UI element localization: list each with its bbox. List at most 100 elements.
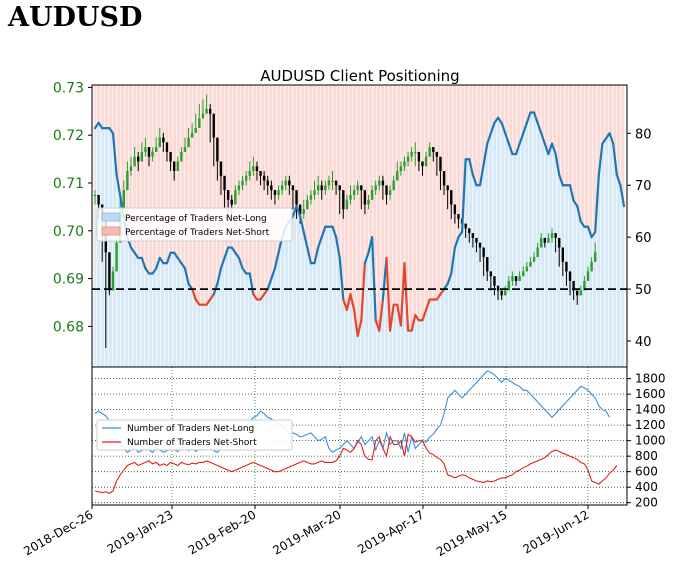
price-candle-body (547, 237, 550, 243)
price-candle-body (586, 271, 590, 281)
right-axis-label: 50 (635, 283, 652, 298)
price-candle-body (154, 147, 158, 152)
net-long-percent-line-segment (385, 256, 392, 332)
net-long-percent-line-segment (460, 158, 467, 234)
price-candle-body (205, 108, 208, 114)
price-candle-body (540, 237, 543, 248)
net-long-percent-line-segment (248, 272, 255, 296)
price-candle-body (496, 285, 500, 291)
price-candle-body (576, 290, 579, 296)
price-candle-body (471, 233, 475, 238)
price-candle-body (223, 175, 226, 191)
price-candle-body (558, 237, 561, 248)
page-title: AUDUSD (8, 2, 143, 33)
price-candle-body (338, 185, 341, 191)
left-axis-label: 0.71 (53, 176, 84, 192)
price-candle-body (201, 113, 205, 119)
price-candle-body (180, 151, 183, 162)
net-long-percent-line-segment (216, 267, 223, 286)
net-long-percent-line-segment (547, 142, 554, 156)
price-candle-body (147, 147, 151, 157)
price-candle-body (514, 276, 518, 281)
price-candle-body (306, 199, 309, 210)
x-axis-label: 2019-Jan-23 (105, 507, 176, 556)
price-candle-body (522, 271, 525, 277)
price-candle-body (187, 137, 190, 148)
net-long-percent-line-segment (331, 225, 338, 239)
price-candle-body (190, 132, 194, 138)
price-candle-body (565, 261, 568, 272)
price-candle-body (248, 171, 251, 176)
net-long-percent-line-segment (594, 173, 600, 234)
net-long-percent-line-segment (536, 121, 543, 135)
x-axis-label: 2019-Mar-20 (270, 507, 343, 557)
price-candle-body (378, 180, 381, 186)
bottom-right-axis-label: 1200 (635, 418, 666, 432)
left-axis-label: 0.68 (53, 319, 84, 335)
legend-label-net-short-percent: Percentage of Traders Net-Short (125, 228, 270, 238)
price-candle-body (241, 180, 244, 186)
net-long-percent-line-segment (111, 132, 118, 176)
net-long-percent-line-segment (140, 256, 147, 270)
price-candle-body (320, 185, 323, 191)
price-candle-body (216, 137, 219, 162)
price-candle-body (162, 137, 165, 143)
x-axis-label: 2019-May-15 (434, 507, 509, 559)
price-candle-body (334, 180, 338, 186)
net-long-percent-line-segment (478, 163, 485, 187)
bottom-panel-frame (91, 366, 628, 506)
net-long-percent-line-segment (514, 142, 521, 156)
x-axis-label: 2019-Feb-20 (186, 507, 259, 557)
price-candle-body (291, 185, 295, 191)
price-candle-body (122, 190, 125, 210)
legend-label-net-long-count: Number of Traders Net-Long (127, 424, 254, 434)
price-candle-body (327, 180, 331, 186)
price-candle-body (561, 247, 565, 262)
price-candle-body (579, 290, 583, 296)
left-axis-label: 0.70 (53, 224, 84, 240)
price-candle-body (93, 194, 97, 197)
right-axis-label: 80 (635, 127, 652, 142)
price-candle-body (500, 290, 503, 296)
price-candle-body (493, 276, 496, 286)
net-long-percent-line-segment (518, 132, 525, 145)
net-long-percent-line-segment (388, 303, 395, 332)
price-candle-body (583, 280, 586, 291)
left-axis-label: 0.72 (53, 128, 84, 144)
price-candle-body (277, 190, 280, 195)
price-candle-body (417, 151, 421, 162)
price-candle-body (126, 171, 129, 191)
net-long-percent-line-segment (450, 246, 456, 275)
price-candle-body (385, 185, 388, 195)
price-candle-body (504, 290, 507, 296)
price-candle-body (97, 194, 100, 205)
net-long-percent-line-segment (155, 256, 161, 270)
price-candle-body (237, 185, 241, 191)
price-candle-body (230, 199, 233, 205)
net-long-percent-line-segment (299, 215, 305, 234)
net-long-percent-line-segment (568, 184, 575, 202)
net-long-percent-line-segment (335, 236, 341, 260)
price-candle-body (259, 171, 262, 176)
bottom-right-axis-label: 1000 (635, 434, 666, 448)
price-candle-body (424, 156, 428, 167)
price-candle-body (590, 261, 593, 272)
net-long-percent-line-segment (421, 308, 428, 322)
net-long-percent-line-segment (608, 132, 615, 145)
price-candle-body (349, 194, 352, 200)
net-long-percent-line-segment (191, 287, 197, 301)
net-long-percent-line-segment (558, 173, 564, 187)
bottom-right-axis-label: 200 (635, 496, 658, 510)
price-candle-body (482, 247, 485, 258)
net-long-percent-line-segment (237, 256, 244, 270)
chart-title: AUDUSD Client Positioning (260, 67, 459, 85)
price-candle-body (396, 171, 399, 181)
price-candle-body (316, 185, 320, 191)
price-candle-body (568, 271, 572, 281)
net-long-percent-line-segment (615, 173, 622, 187)
price-candle-body (219, 161, 223, 176)
price-candle-body (532, 257, 536, 262)
price-candle-body (324, 185, 327, 191)
price-candle-body (115, 242, 118, 272)
